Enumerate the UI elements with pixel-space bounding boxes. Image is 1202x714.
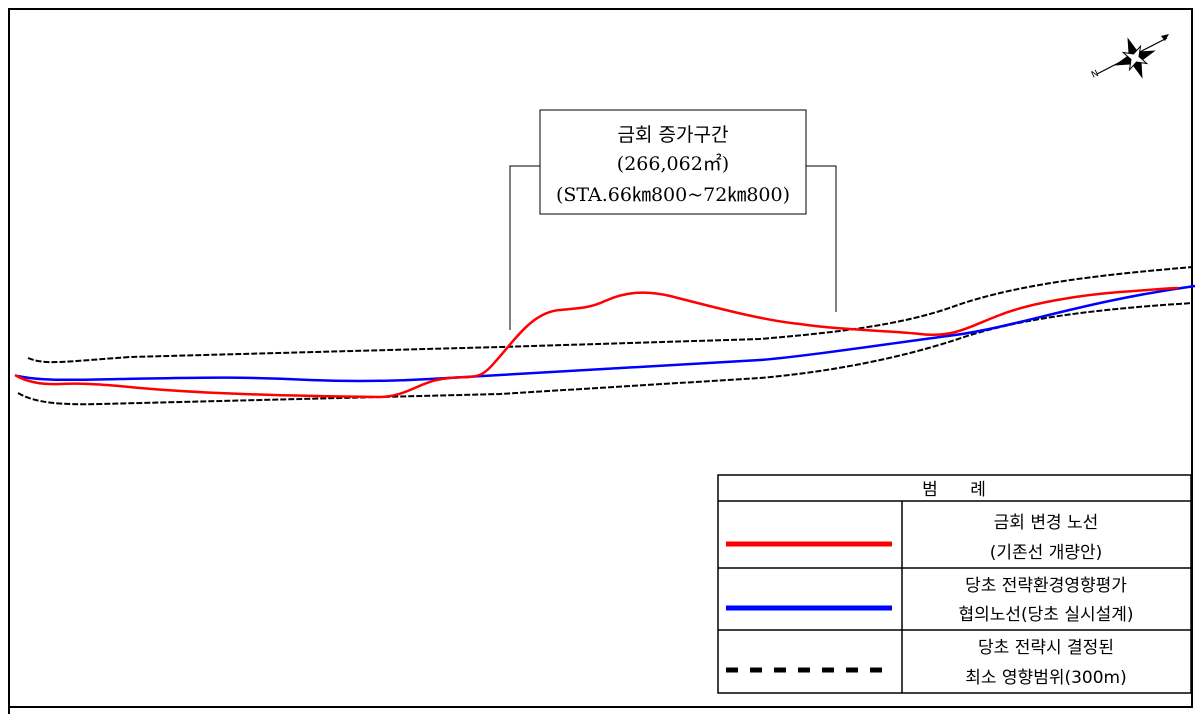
legend-item-2-line2: 협의노선(당초 실시설계) (958, 605, 1133, 625)
legend-item-1-line1: 금회 변경 노선 (994, 513, 1099, 533)
legend-table: 범 례 금회 변경 노선 (기존선 개량안) 당초 전략환경영향평가 협의노선(… (717, 474, 1192, 694)
callout-line-2: (266,062㎡) (617, 152, 729, 175)
callout-line-3: (STA.66㎞800~72㎞800) (556, 184, 790, 206)
legend-item-2-line1: 당초 전략환경영향평가 (965, 576, 1127, 596)
callout-leader-left (509, 165, 540, 330)
svg-text:N: N (1090, 69, 1100, 81)
impact-boundary-lower (17, 302, 1194, 406)
callout-line-1: 금회 증가구간 (618, 124, 729, 146)
original-route-line (17, 284, 1196, 383)
legend-item-1-line2: (기존선 개량안) (990, 543, 1103, 563)
legend-item-3-line2: 최소 영향범위(300m) (965, 668, 1127, 688)
map-border (8, 8, 1193, 708)
legend-item-3-line1: 당초 전략시 결정된 (978, 638, 1114, 658)
compass-rose-icon: N (1090, 34, 1169, 81)
legend-title: 범 례 (922, 480, 986, 500)
callout-box (539, 109, 807, 215)
changed-route-line (14, 286, 1179, 399)
callout-leader-right (806, 165, 837, 312)
impact-boundary-upper (27, 266, 1194, 364)
